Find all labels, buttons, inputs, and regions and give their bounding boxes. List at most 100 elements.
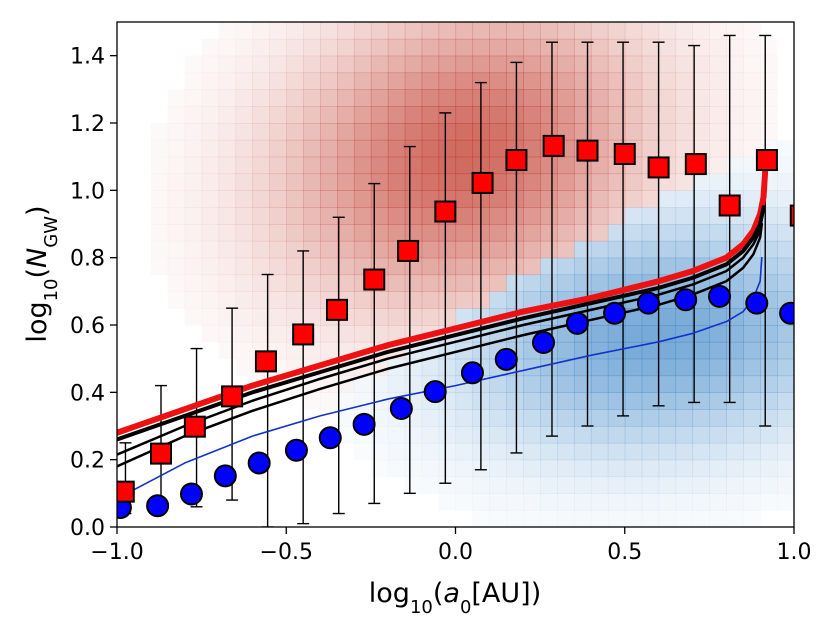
heat-cell-blue [523, 392, 541, 410]
heat-cell-red [557, 55, 575, 74]
heat-cell-red [675, 173, 694, 191]
heat-cell-red [252, 291, 270, 309]
heat-cell-red [489, 257, 507, 276]
heat-cell-blue [641, 426, 660, 444]
heat-cell-blue [489, 459, 507, 478]
heat-cell-red [743, 72, 761, 90]
heat-cell-red [201, 89, 220, 107]
heat-cell-red [252, 156, 270, 175]
heat-cell-red [235, 359, 253, 376]
heat-cell-blue [573, 257, 592, 276]
heat-cell-red [353, 173, 372, 191]
heat-cell-red [743, 22, 761, 39]
heat-cell-red [743, 38, 761, 57]
heat-cell-red [286, 190, 304, 208]
heat-cell-red [658, 89, 677, 107]
heat-cell-red [387, 72, 406, 90]
heat-cell-red [320, 139, 338, 158]
heat-cell-red [269, 106, 287, 124]
heat-cell-blue [506, 426, 524, 444]
heat-cell-red [743, 106, 761, 124]
heat-cell-red [168, 106, 186, 123]
heat-cell-red [303, 291, 321, 309]
heat-cell-red [489, 207, 507, 225]
heat-cell-red [641, 38, 660, 57]
heat-cell-red [337, 240, 355, 259]
heat-cell-red [692, 22, 710, 40]
heat-cell-red [506, 224, 524, 242]
heat-cell-red [167, 207, 186, 225]
heat-cell-red [455, 55, 474, 74]
heat-cell-red [421, 106, 440, 124]
red-square-point [471, 171, 494, 194]
heat-cell-red [404, 308, 423, 326]
heat-cell-red [641, 22, 660, 40]
heat-cell-red [167, 257, 186, 276]
heat-cell-red [675, 38, 694, 57]
heat-cell-red [404, 38, 423, 57]
heat-cell-blue [777, 392, 794, 410]
heat-cell-red [455, 106, 474, 124]
heat-cell-red [303, 392, 321, 409]
heat-cell-red [320, 240, 338, 259]
heat-cell-red [370, 139, 389, 158]
heat-cell-blue [658, 459, 677, 478]
heat-cell-red [370, 190, 389, 208]
heat-cell-red [218, 156, 237, 175]
heat-cell-red [709, 72, 727, 90]
heat-cell-red [218, 224, 237, 242]
heat-cell-blue [726, 224, 744, 242]
heat-cell-blue [641, 358, 660, 377]
heat-cell-blue [573, 240, 592, 259]
heat-cell-red [337, 139, 355, 158]
heat-cell-blue [641, 409, 660, 427]
heat-cell-red [269, 156, 287, 175]
heat-cell-red [743, 55, 761, 74]
blue-circle-point [532, 331, 556, 355]
heat-cell-red [489, 190, 507, 208]
heat-cell-red [286, 341, 304, 360]
heat-cell-blue [607, 240, 626, 259]
heat-cell-red [523, 190, 541, 208]
heat-cell-red [624, 123, 643, 141]
heat-cell-red [252, 55, 270, 74]
heat-cell-blue [726, 173, 744, 191]
heat-cell-blue [624, 476, 643, 494]
heat-cell-red [353, 72, 372, 90]
heat-cell-blue [658, 375, 677, 393]
heat-cell-blue [692, 291, 710, 309]
heat-cell-blue [658, 493, 677, 511]
heat-cell-red [201, 156, 220, 175]
heat-cell-blue [709, 476, 727, 494]
blue-circle-point [213, 464, 237, 488]
red-square-point [363, 268, 386, 291]
heat-cell-blue [624, 325, 643, 343]
heat-cell-red [184, 139, 203, 158]
heat-cell-blue [557, 274, 575, 292]
red-square-point [254, 350, 277, 373]
heat-cell-red [438, 106, 457, 124]
heat-cell-blue [743, 426, 761, 444]
heat-cell-red [235, 106, 254, 124]
heat-cell-red [185, 73, 203, 90]
heat-cell-blue [506, 476, 524, 494]
heat-cell-blue [624, 341, 643, 360]
heat-cell-blue [726, 510, 744, 527]
heat-cell-red [201, 123, 220, 141]
y-tick-label: 0.2 [70, 449, 105, 474]
heat-cell-blue [658, 442, 677, 461]
heat-cell-blue [421, 426, 440, 444]
heat-cell-red [472, 55, 490, 74]
heat-cell-red [286, 207, 304, 225]
heat-cell-red [387, 89, 406, 107]
heat-cell-blue [777, 325, 794, 343]
heat-cell-blue [709, 341, 727, 360]
red-square-point [542, 134, 565, 157]
heat-cell-red [641, 89, 660, 107]
heat-cell-blue [624, 409, 643, 427]
heat-cell-red [370, 325, 389, 343]
heat-cell-blue [692, 426, 710, 444]
heat-cell-blue [607, 426, 626, 444]
heat-cell-red [303, 89, 321, 107]
heat-cell-blue [404, 375, 423, 393]
